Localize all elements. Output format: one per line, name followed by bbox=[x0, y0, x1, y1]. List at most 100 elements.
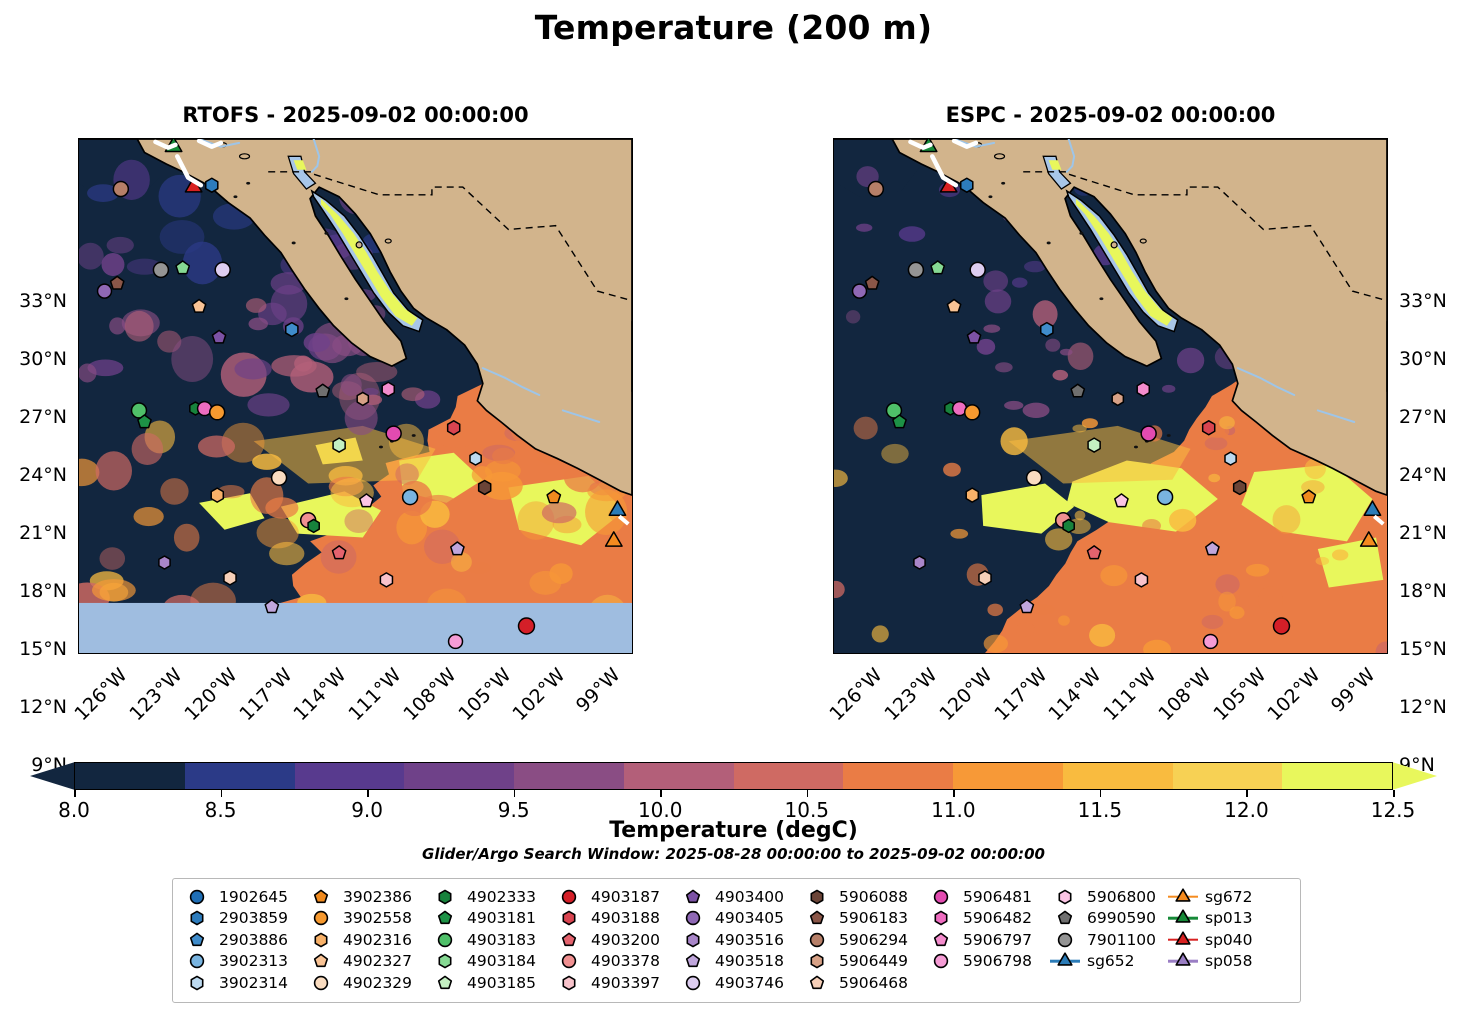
map-marker-3902314[interactable] bbox=[469, 451, 482, 466]
map-marker-4903183[interactable] bbox=[130, 402, 148, 419]
map-marker-4903187[interactable] bbox=[517, 617, 536, 635]
map-marker-5906798[interactable] bbox=[447, 633, 464, 650]
legend-item-4903185[interactable]: 4903185 bbox=[430, 972, 554, 994]
map-marker-4902327[interactable] bbox=[946, 298, 962, 313]
legend-item-sg672[interactable]: sg672 bbox=[1168, 886, 1278, 908]
map-marker-sp058[interactable] bbox=[1205, 541, 1220, 556]
map-marker-4903184[interactable] bbox=[930, 260, 946, 275]
map-marker-5906468[interactable] bbox=[223, 570, 237, 586]
map-marker-4903397[interactable] bbox=[379, 572, 394, 588]
map-marker-4902316[interactable] bbox=[210, 487, 225, 503]
legend-item-5906481[interactable]: 5906481 bbox=[926, 886, 1050, 908]
map-marker-5906468[interactable] bbox=[978, 570, 992, 586]
legend-item-4902316[interactable]: 4902316 bbox=[306, 929, 430, 951]
legend-item-4903184[interactable]: 4903184 bbox=[430, 951, 554, 973]
map-marker-4903188[interactable] bbox=[1201, 420, 1216, 436]
legend-item-3902313[interactable]: 3902313 bbox=[182, 951, 306, 973]
map-marker-4903405[interactable] bbox=[96, 283, 113, 299]
map-marker-4902329[interactable] bbox=[270, 469, 288, 486]
map-marker-2903886[interactable] bbox=[1040, 321, 1054, 338]
legend-item-4903405[interactable]: 4903405 bbox=[678, 908, 802, 930]
map-marker-4902333b[interactable] bbox=[1062, 518, 1075, 534]
map-marker-2903859[interactable] bbox=[204, 177, 219, 193]
colorbar-gradient[interactable] bbox=[74, 762, 1393, 790]
legend-item-5906183[interactable]: 5906183 bbox=[802, 908, 926, 930]
legend-item-2903859[interactable]: 2903859 bbox=[182, 908, 306, 930]
map-marker-3902558[interactable] bbox=[208, 404, 226, 421]
map-marker-6990590[interactable] bbox=[1070, 383, 1086, 398]
legend-item-5906468[interactable]: 5906468 bbox=[802, 972, 926, 994]
map-marker-5906800[interactable] bbox=[359, 493, 374, 508]
map-marker-4903518[interactable] bbox=[1019, 599, 1035, 614]
colorbar[interactable]: 8.0 8.5 9.0 9.5 10.0 10.5 11.0 11.5 12.0 12.5 bbox=[0, 762, 1467, 822]
map-marker-4903200[interactable] bbox=[331, 545, 347, 560]
map-marker-4902316[interactable] bbox=[965, 487, 980, 503]
legend-item-5906088[interactable]: 5906088 bbox=[802, 886, 926, 908]
legend-item-4903746[interactable]: 4903746 bbox=[678, 972, 802, 994]
map-marker-sg672[interactable] bbox=[604, 531, 623, 547]
legend-item-4903400[interactable]: 4903400 bbox=[678, 886, 802, 908]
map-marker-7901100[interactable] bbox=[907, 261, 925, 279]
map-marker-5906294[interactable] bbox=[867, 180, 885, 198]
map-marker-3902386[interactable] bbox=[1301, 489, 1317, 504]
legend-item-sp058[interactable]: sp058 bbox=[1168, 951, 1278, 973]
map-frame-espc[interactable] bbox=[833, 138, 1388, 654]
legend-item-5906449[interactable]: 5906449 bbox=[802, 951, 926, 973]
map-marker-4903400[interactable] bbox=[966, 329, 982, 344]
map-marker-3902558[interactable] bbox=[963, 404, 981, 421]
legend-item-4903183[interactable]: 4903183 bbox=[430, 929, 554, 951]
map-marker-sg672[interactable] bbox=[1359, 531, 1378, 547]
map-marker-2903859[interactable] bbox=[959, 177, 974, 193]
map-marker-4903518[interactable] bbox=[264, 599, 280, 614]
legend-item-7901100[interactable]: 7901100 bbox=[1050, 929, 1168, 951]
map-marker-4903516[interactable] bbox=[913, 555, 926, 570]
map-marker-4903181[interactable] bbox=[892, 414, 907, 429]
legend-item-sg652[interactable]: sg652 bbox=[1050, 951, 1168, 973]
legend-item-4903516[interactable]: 4903516 bbox=[678, 929, 802, 951]
legend-item-sp013[interactable]: sp013 bbox=[1168, 908, 1278, 930]
legend-item-sp040[interactable]: sp040 bbox=[1168, 929, 1278, 951]
map-marker-4903181[interactable] bbox=[137, 414, 152, 429]
map-marker-4902329[interactable] bbox=[1025, 469, 1043, 486]
map-marker-3902386[interactable] bbox=[546, 489, 562, 504]
map-marker-4903400[interactable] bbox=[211, 329, 227, 344]
map-marker-7901100[interactable] bbox=[152, 261, 170, 279]
legend-item-5906800[interactable]: 5906800 bbox=[1050, 886, 1168, 908]
legend-item-4903397[interactable]: 4903397 bbox=[554, 972, 678, 994]
legend-item-4903181[interactable]: 4903181 bbox=[430, 908, 554, 930]
map-marker-3902314[interactable] bbox=[1224, 451, 1237, 466]
map-marker-4902333b[interactable] bbox=[307, 518, 320, 534]
map-marker-4903184[interactable] bbox=[175, 260, 191, 275]
legend-item-4903188[interactable]: 4903188 bbox=[554, 908, 678, 930]
map-marker-5906183[interactable] bbox=[864, 275, 880, 290]
map-marker-4903183[interactable] bbox=[885, 402, 903, 419]
map-marker-5906183[interactable] bbox=[109, 275, 125, 290]
legend-item-5906798[interactable]: 5906798 bbox=[926, 951, 1050, 973]
legend-item-3902386[interactable]: 3902386 bbox=[306, 886, 430, 908]
legend-item-3902558[interactable]: 3902558 bbox=[306, 908, 430, 930]
legend[interactable]: 1902645 2903859 2903886 3902313 3902314 39023… bbox=[172, 878, 1301, 1003]
map-marker-4903516[interactable] bbox=[158, 555, 171, 570]
map-marker-5906481[interactable] bbox=[1140, 425, 1157, 442]
map-marker-sg652[interactable] bbox=[1363, 500, 1382, 516]
map-marker-3902313[interactable] bbox=[401, 488, 419, 506]
legend-item-1902645[interactable]: 1902645 bbox=[182, 886, 306, 908]
map-marker-sp058[interactable] bbox=[450, 541, 465, 556]
legend-item-4903200[interactable]: 4903200 bbox=[554, 929, 678, 951]
legend-item-5906482[interactable]: 5906482 bbox=[926, 908, 1050, 930]
legend-item-4902329[interactable]: 4902329 bbox=[306, 972, 430, 994]
map-marker-4903200[interactable] bbox=[1086, 545, 1102, 560]
map-marker-4903746[interactable] bbox=[969, 261, 986, 279]
map-marker-5906800[interactable] bbox=[1114, 493, 1129, 508]
map-marker-4903188[interactable] bbox=[446, 420, 461, 436]
map-marker-4903187[interactable] bbox=[1272, 617, 1291, 635]
map-marker-5906481[interactable] bbox=[385, 425, 402, 442]
map-marker-4903746[interactable] bbox=[214, 261, 231, 279]
legend-item-4902327[interactable]: 4902327 bbox=[306, 951, 430, 973]
legend-item-4903187[interactable]: 4903187 bbox=[554, 886, 678, 908]
map-frame-rtofs[interactable] bbox=[78, 138, 633, 654]
map-marker-5906797[interactable] bbox=[381, 381, 396, 397]
map-marker-5906088[interactable] bbox=[1232, 479, 1247, 496]
legend-item-5906294[interactable]: 5906294 bbox=[802, 929, 926, 951]
map-canvas-espc[interactable] bbox=[834, 139, 1387, 653]
